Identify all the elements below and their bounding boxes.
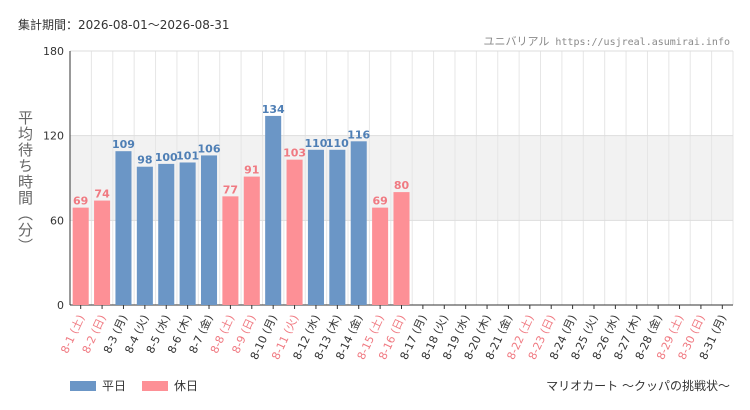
bar-value-label: 69 <box>372 195 387 208</box>
bar-value-label: 109 <box>112 138 135 151</box>
legend: 平日 休日 <box>70 377 198 394</box>
bar-value-label: 80 <box>394 179 410 192</box>
attraction-name: マリオカート ～クッパの挑戦状～ <box>546 379 730 393</box>
y-tick-label: 180 <box>43 45 64 58</box>
bar <box>72 207 89 305</box>
bar-value-label: 69 <box>73 195 88 208</box>
bar-value-label: 101 <box>176 149 199 162</box>
bar-value-label: 98 <box>137 154 152 167</box>
bar <box>243 176 260 305</box>
bar <box>179 162 196 305</box>
bar <box>329 149 346 305</box>
bar <box>350 141 367 305</box>
bar-value-label: 110 <box>326 137 349 150</box>
bar <box>222 196 239 305</box>
bar-value-label: 110 <box>304 137 327 150</box>
bar <box>158 163 175 305</box>
bar <box>393 192 410 305</box>
y-axis-title: 平均待ち時間（分） <box>16 110 34 254</box>
bar-value-label: 74 <box>94 188 110 201</box>
bar <box>265 115 282 306</box>
bar <box>115 151 132 305</box>
y-tick-label: 60 <box>50 214 64 227</box>
y-tick-label: 0 <box>57 299 64 312</box>
bar <box>372 207 389 305</box>
bar <box>200 155 218 305</box>
legend-holiday-swatch <box>142 380 169 391</box>
site-name: ユニバリアル <box>483 35 550 48</box>
site-credit[interactable]: ユニバリアル https://usjreal.asumirai.info <box>484 33 731 49</box>
bar-value-label: 134 <box>262 103 285 116</box>
bar <box>94 200 111 305</box>
bar <box>136 166 153 305</box>
period-label: 集計期間：2026-08-01～2026-08-31 <box>18 18 230 32</box>
legend-weekday-swatch <box>70 380 96 391</box>
legend-weekday[interactable]: 平日 <box>70 377 126 394</box>
legend-holiday[interactable]: 休日 <box>142 377 198 394</box>
bar-value-label: 103 <box>283 147 306 160</box>
site-url[interactable]: https://usjreal.asumirai.info <box>555 37 730 48</box>
bar-value-label: 116 <box>347 128 370 141</box>
y-tick-label: 120 <box>43 130 64 143</box>
bar-value-label: 106 <box>198 142 221 155</box>
bar-value-label: 100 <box>155 151 178 164</box>
bar-value-label: 91 <box>244 164 259 177</box>
legend-holiday-label: 休日 <box>174 379 199 393</box>
legend-weekday-label: 平日 <box>102 379 127 393</box>
bar <box>307 149 324 305</box>
bar <box>286 159 303 305</box>
bar-value-label: 77 <box>223 183 238 196</box>
